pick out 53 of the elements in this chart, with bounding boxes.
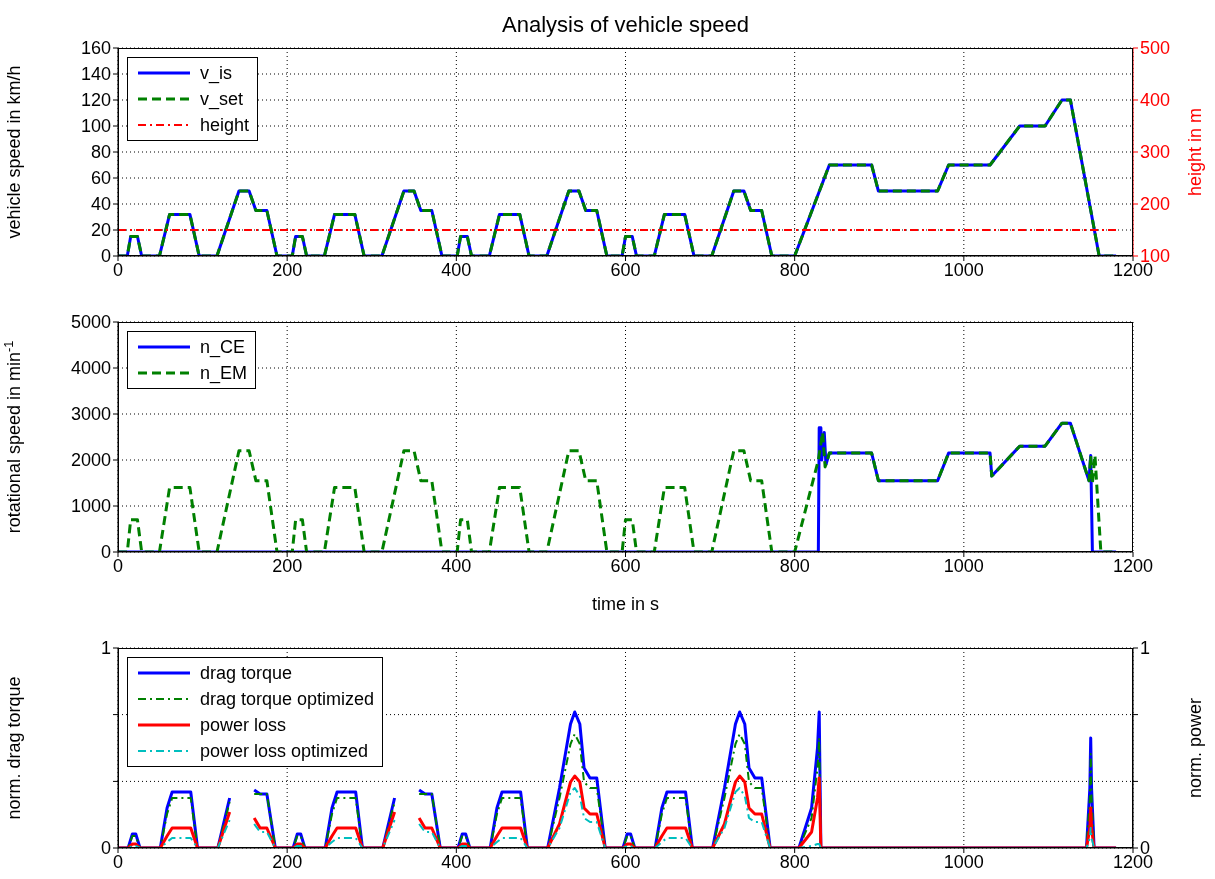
y2-tick-label: 500 [1140, 38, 1171, 59]
legend-label: drag torque optimized [200, 688, 375, 710]
y-tick-label: 20 [90, 220, 111, 241]
legend-label: n_EM [200, 362, 248, 384]
x-tick-label: 1000 [943, 851, 984, 872]
x-axis-title: time in s [591, 594, 660, 614]
x-tick-label: 800 [779, 555, 810, 576]
legend-label: v_set [200, 88, 244, 110]
legend-label: height [200, 114, 250, 136]
x-tick-label: 1200 [1112, 555, 1154, 576]
y-tick-label: 120 [80, 90, 111, 111]
x-tick-label: 800 [779, 259, 810, 280]
chart-title: Analysis of vehicle speed [501, 12, 750, 38]
x-tick-label: 400 [441, 555, 472, 576]
y-tick-label: 160 [80, 38, 111, 59]
y-tick-label: 1 [100, 638, 111, 659]
y-tick-label: 3000 [70, 404, 111, 425]
x-tick-label: 1000 [943, 259, 984, 280]
y-tick-label: 0 [100, 246, 111, 267]
y-axis-title: norm. drag torque [4, 676, 24, 820]
legend-label: n_CE [200, 336, 246, 358]
y2-tick-label: 400 [1140, 90, 1171, 111]
legend-label: power loss [200, 714, 287, 736]
legend-label: v_is [200, 62, 233, 84]
x-tick-label: 200 [272, 555, 303, 576]
x-tick-label: 200 [272, 851, 303, 872]
y-axis-title: vehicle speed in km/h [4, 65, 24, 239]
y2-tick-label: 300 [1140, 142, 1171, 163]
x-tick-label: 400 [441, 851, 472, 872]
y2-tick-label: 1 [1140, 638, 1151, 659]
y-tick-label: 140 [80, 64, 111, 85]
y-tick-label: 4000 [70, 358, 111, 379]
y2-axis-title: height in m [1185, 107, 1205, 197]
y-tick-label: 1000 [70, 496, 111, 517]
x-tick-label: 200 [272, 259, 303, 280]
y-tick-label: 80 [90, 142, 111, 163]
x-tick-label: 600 [610, 259, 641, 280]
y2-tick-label: 200 [1140, 194, 1171, 215]
y-tick-label: 100 [80, 116, 111, 137]
x-tick-label: 600 [610, 555, 641, 576]
y-tick-label: 5000 [70, 312, 111, 333]
x-tick-label: 400 [441, 259, 472, 280]
y-tick-label: 0 [100, 838, 111, 859]
y-tick-label: 0 [100, 542, 111, 563]
x-tick-label: 800 [779, 851, 810, 872]
x-tick-label: 600 [610, 851, 641, 872]
legend-label: power loss optimized [200, 740, 369, 762]
y2-axis-title: norm. power [1185, 697, 1205, 799]
y-tick-label: 2000 [70, 450, 111, 471]
legend-label: drag torque [200, 662, 293, 684]
y-tick-label: 40 [90, 194, 111, 215]
x-tick-label: 1000 [943, 555, 984, 576]
y-tick-label: 60 [90, 168, 111, 189]
